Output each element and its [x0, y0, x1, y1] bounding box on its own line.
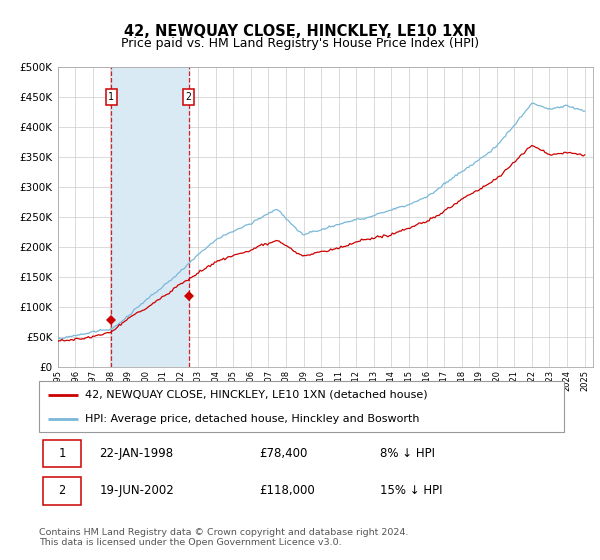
FancyBboxPatch shape [43, 440, 81, 467]
Text: 1: 1 [59, 447, 65, 460]
Text: HPI: Average price, detached house, Hinckley and Bosworth: HPI: Average price, detached house, Hinc… [85, 414, 420, 424]
Text: 1: 1 [109, 92, 114, 102]
Text: Contains HM Land Registry data © Crown copyright and database right 2024.
This d: Contains HM Land Registry data © Crown c… [39, 528, 409, 547]
Text: 19-JUN-2002: 19-JUN-2002 [100, 484, 174, 497]
FancyBboxPatch shape [43, 477, 81, 505]
Text: £118,000: £118,000 [260, 484, 315, 497]
Text: 2: 2 [186, 92, 191, 102]
Text: 22-JAN-1998: 22-JAN-1998 [100, 447, 173, 460]
Text: 42, NEWQUAY CLOSE, HINCKLEY, LE10 1XN (detached house): 42, NEWQUAY CLOSE, HINCKLEY, LE10 1XN (d… [85, 390, 428, 400]
Text: 15% ↓ HPI: 15% ↓ HPI [380, 484, 443, 497]
Text: 2: 2 [59, 484, 65, 497]
Text: 8% ↓ HPI: 8% ↓ HPI [380, 447, 435, 460]
Text: Price paid vs. HM Land Registry's House Price Index (HPI): Price paid vs. HM Land Registry's House … [121, 37, 479, 50]
Text: 42, NEWQUAY CLOSE, HINCKLEY, LE10 1XN: 42, NEWQUAY CLOSE, HINCKLEY, LE10 1XN [124, 24, 476, 39]
Bar [111, 67, 188, 367]
FancyBboxPatch shape [39, 381, 564, 432]
Text: £78,400: £78,400 [260, 447, 308, 460]
